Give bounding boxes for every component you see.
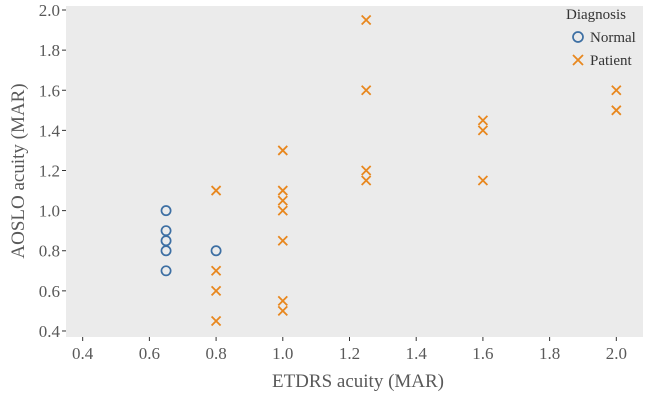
- data-points: [160, 14, 622, 327]
- legend-title: Diagnosis: [566, 7, 626, 23]
- x-tick-label: 1.2: [339, 344, 360, 363]
- data-point-normal: [160, 245, 172, 257]
- data-point-patient: [361, 175, 372, 186]
- legend-label-normal: Normal: [590, 30, 636, 46]
- x-axis-title: ETDRS acuity (MAR): [272, 371, 444, 392]
- data-point-patient: [277, 235, 288, 246]
- data-point-patient: [277, 185, 288, 196]
- data-point-patient: [477, 175, 489, 186]
- y-tick-label: 0.6: [39, 282, 60, 301]
- legend-item-patient: Patient: [572, 53, 632, 69]
- data-point-normal: [210, 245, 222, 257]
- data-point-patient: [477, 125, 489, 136]
- y-axis: 0.4 0.6 0.8 1.0 1.2 1.4 1.6 1.8 2.0: [39, 1, 66, 341]
- data-point-patient: [277, 295, 288, 307]
- x-tick-label: 1.8: [539, 344, 560, 363]
- data-point-patient: [277, 145, 288, 156]
- y-tick-label: 1.2: [39, 161, 60, 180]
- data-point-normal: [160, 205, 172, 217]
- y-axis-title: AOSLO acuity (MAR): [8, 83, 29, 258]
- data-point-patient: [277, 195, 288, 206]
- data-point-patient: [210, 315, 222, 327]
- data-point-patient: [611, 105, 622, 116]
- data-point-patient: [611, 85, 622, 96]
- x-tick-label: 0.8: [205, 344, 226, 363]
- y-tick-label: 1.4: [39, 121, 61, 140]
- y-tick-label: 0.8: [39, 242, 60, 261]
- legend-circle-marker-icon: [572, 31, 584, 43]
- y-tick-label: 1.0: [39, 202, 60, 221]
- x-tick-label: 2.0: [606, 344, 627, 363]
- legend-x-marker-icon: [572, 54, 584, 66]
- data-point-patient: [277, 305, 288, 317]
- x-tick-label: 1.0: [272, 344, 293, 363]
- y-tick-label: 0.4: [39, 322, 61, 341]
- legend-item-normal: Normal: [572, 30, 636, 46]
- x-axis: 0.4 0.6 0.8 1.0 1.2 1.4 1.6 1.8 2.0: [72, 337, 627, 363]
- data-point-patient: [361, 85, 372, 96]
- data-point-patient: [361, 14, 372, 26]
- data-point-patient: [277, 205, 288, 216]
- data-point-patient: [210, 285, 222, 296]
- x-tick-label: 0.4: [72, 344, 94, 363]
- data-point-patient: [210, 185, 222, 196]
- x-tick-label: 0.6: [139, 344, 160, 363]
- plot-panel: [66, 6, 643, 337]
- y-tick-label: 1.8: [39, 41, 60, 60]
- data-point-patient: [361, 165, 372, 176]
- data-point-normal: [160, 265, 172, 277]
- y-tick-label: 2.0: [39, 1, 60, 20]
- legend-label-patient: Patient: [590, 53, 632, 69]
- legend: Diagnosis Normal Patient: [566, 7, 636, 69]
- data-point-patient: [477, 115, 489, 126]
- x-tick-label: 1.6: [472, 344, 493, 363]
- y-tick-label: 1.6: [39, 81, 60, 100]
- x-tick-label: 1.4: [406, 344, 428, 363]
- data-point-patient: [210, 265, 222, 276]
